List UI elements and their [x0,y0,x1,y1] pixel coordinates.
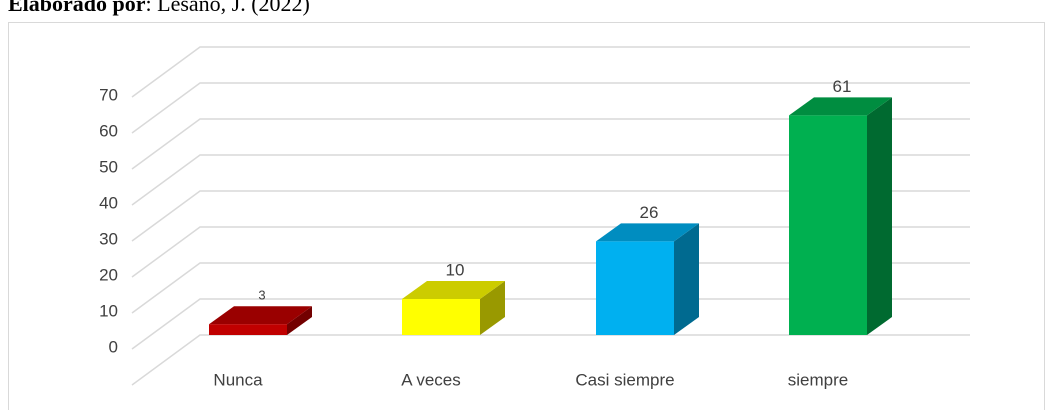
value-label: 10 [446,260,465,279]
bar [789,115,867,336]
x-tick-label: Nunca [213,370,263,389]
bar-top [402,281,505,299]
x-tick-label: A veces [401,370,461,389]
y-tick-label: 0 [109,337,118,356]
y-tick-label: 70 [99,85,118,104]
bar [209,324,287,335]
grid-line [131,334,970,386]
bar [596,241,674,335]
grid-line [131,82,970,134]
y-tick-label: 50 [99,157,118,176]
value-label: 26 [640,203,659,222]
grid-line [131,262,970,314]
bar-side [287,306,312,335]
bar-top [596,223,699,242]
bar [402,299,480,335]
value-label: 61 [833,77,852,96]
bar-top [209,306,312,325]
grid-line [131,118,970,170]
caption-bold: Elaborado por [8,0,146,16]
y-tick-label: 10 [99,301,118,320]
bar-side [674,223,699,335]
caption: Elaborado por: Lesano, J. (2022) [8,0,310,17]
chart-border [8,22,1045,410]
bar-top [789,97,892,116]
y-tick-label: 20 [99,265,118,284]
grid-line [131,46,970,98]
grid-line [131,190,970,242]
grid-line [131,226,970,278]
grid-line [131,154,970,206]
y-tick-label: 60 [99,121,118,140]
x-tick-label: Casi siempre [575,370,674,389]
y-tick-label: 40 [99,193,118,212]
bar-side [867,97,892,336]
x-tick-label: siempre [788,370,848,389]
caption-text: : Lesano, J. (2022) [145,0,310,16]
y-tick-label: 30 [99,229,118,248]
grid-line [131,298,970,350]
value-label: 3 [258,288,265,303]
